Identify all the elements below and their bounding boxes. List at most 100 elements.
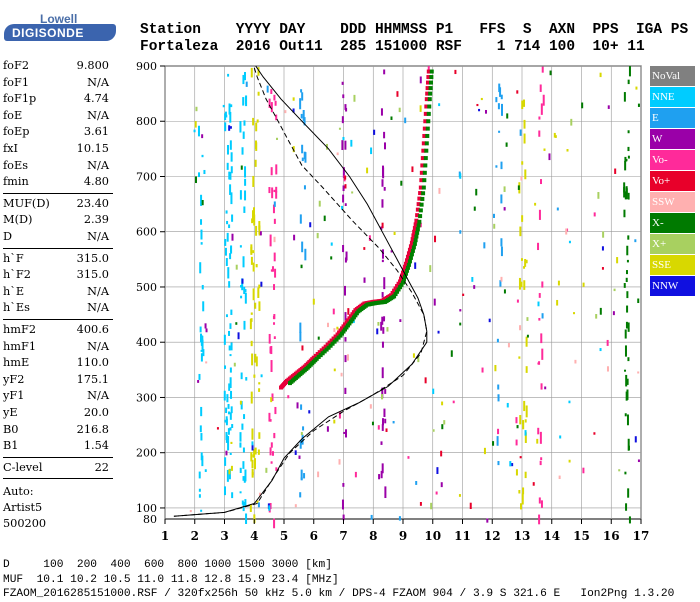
parameter-row: hmF2 400.6 [3,322,131,339]
noise-echo [532,482,535,486]
noise-echo [228,330,231,336]
x-tick-label: 8 [369,529,377,543]
noise-echo [258,231,261,236]
trace-echo [418,214,423,219]
noise-echo [383,316,386,320]
noise-echo [495,165,498,168]
noise-echo [536,438,539,444]
trace-echo [353,313,358,318]
noise-echo [373,129,376,135]
noise-echo [440,450,443,457]
noise-echo [599,307,602,315]
noise-echo [227,428,230,435]
noise-echo [625,277,628,283]
noise-echo [497,103,500,110]
noise-echo [383,142,386,150]
noise-echo [342,136,345,141]
noise-echo [371,421,374,426]
noise-echo [260,281,263,287]
noise-echo [199,326,202,333]
trace-echo [419,170,424,175]
parameter-name: hmE [3,356,30,370]
parameter-row: hmE 110.0 [3,355,131,372]
trace-echo [427,97,432,102]
noise-echo [243,320,246,330]
parameter-value: 2.39 [83,213,109,227]
noise-echo [350,139,353,147]
parameter-value: N/A [87,230,109,243]
noise-echo [417,356,420,363]
noise-echo [345,429,348,438]
trace-echo [338,333,343,338]
noise-echo [538,293,541,298]
parameter-value: 175.1 [76,372,109,386]
noise-echo [270,442,273,448]
noise-echo [225,210,228,214]
noise-echo [524,432,527,443]
noise-echo [436,467,439,475]
noise-echo [229,126,232,129]
trace-echo [422,126,427,131]
noise-echo [523,280,526,290]
parameter-separator [3,247,113,249]
trace-echo [409,252,414,257]
noise-echo [227,436,230,441]
noise-echo [225,450,228,456]
noise-echo [626,259,629,263]
noise-echo [195,106,198,112]
noise-echo [243,479,246,483]
noise-echo [344,355,347,363]
noise-echo [272,204,275,214]
noise-echo [524,430,527,436]
noise-echo [524,419,527,423]
noise-echo [243,286,246,295]
noise-echo [292,97,295,101]
trace-echo [421,148,426,153]
noise-echo [623,209,626,218]
noise-echo [336,326,339,330]
noise-echo [549,70,552,76]
noise-echo [519,129,522,136]
parameter-row: foE N/A [3,108,131,125]
noise-echo [612,311,615,316]
noise-echo [525,366,528,373]
noise-echo [599,72,602,78]
noise-echo [503,186,506,192]
noise-echo [270,269,273,272]
noise-echo [241,500,244,505]
y-tick-label: 700 [136,170,157,183]
noise-echo [229,184,232,195]
noise-echo [195,176,198,184]
trace-echo [424,104,429,109]
noise-echo [503,207,506,211]
noise-echo [414,262,417,269]
parameter-value: 23.40 [76,196,109,210]
parameter-value: 216.8 [76,422,109,436]
noise-echo [229,367,232,373]
parameter-name: fxI [3,142,19,155]
noise-echo [287,395,290,399]
noise-echo [224,247,227,256]
noise-echo [354,471,357,478]
noise-echo [275,191,278,199]
trace-echo [424,141,429,146]
noise-echo [381,165,384,177]
noise-echo [540,457,543,461]
trace-echo [400,273,405,278]
noise-echo [252,207,255,218]
noise-echo [273,252,276,262]
noise-echo [539,460,542,466]
noise-echo [229,427,232,431]
noise-echo [534,202,537,206]
noise-echo [205,328,208,333]
noise-echo [392,420,395,424]
noise-echo [540,179,543,185]
noise-echo [626,414,629,426]
noise-echo [518,489,521,494]
trace-echo [330,341,335,346]
noise-echo [381,222,384,229]
noise-echo [434,235,437,243]
noise-echo [492,213,495,218]
trace-echo [425,80,430,85]
noise-echo [627,357,630,362]
